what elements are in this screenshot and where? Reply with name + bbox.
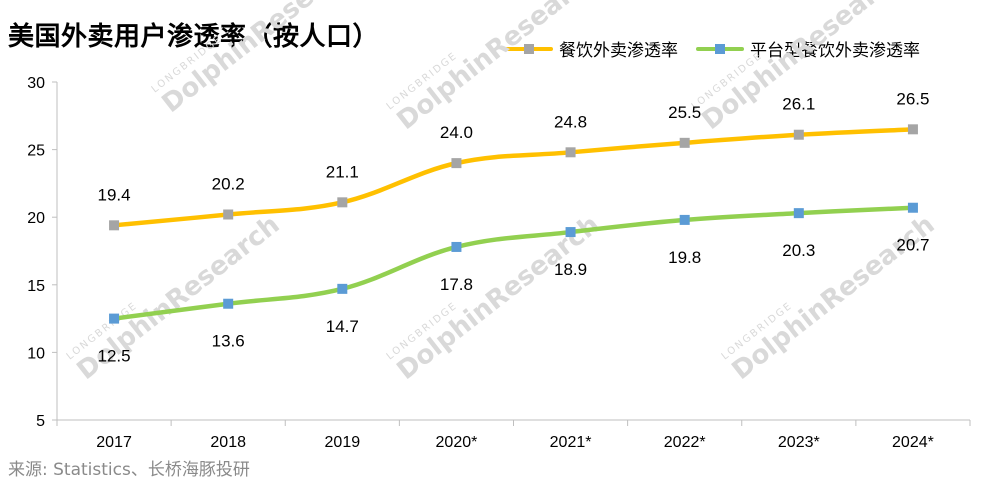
x-tick-label: 2019 <box>325 434 361 451</box>
data-label-series-2: 20.7 <box>896 236 929 255</box>
series-line-2 <box>111 205 916 321</box>
data-point-series-2 <box>565 227 576 238</box>
data-point-series-2 <box>793 208 804 219</box>
data-point-series-1 <box>907 124 918 135</box>
y-tick-label: 5 <box>36 413 45 430</box>
data-label-series-1: 25.5 <box>668 103 701 122</box>
y-tick-label: 20 <box>27 210 45 227</box>
y-tick-label: 30 <box>27 75 45 92</box>
data-point-series-1 <box>109 220 120 231</box>
legend-label-series-2: 平台型餐饮外卖渗透率 <box>750 41 920 61</box>
data-point-series-2 <box>337 283 348 294</box>
x-tick-label: 2017 <box>96 434 132 451</box>
data-label-series-2: 17.8 <box>440 275 473 294</box>
source-note: 来源: Statistics、长桥海豚投研 <box>8 460 250 480</box>
chart-title: 美国外卖用户渗透率（按人口） <box>8 22 380 52</box>
data-point-series-1 <box>223 209 234 220</box>
legend-swatch-series-1 <box>505 43 553 55</box>
y-tick-label: 10 <box>27 345 45 362</box>
x-tick-label: 2024* <box>892 434 934 451</box>
x-tick-label: 2023* <box>778 434 820 451</box>
data-point-series-2 <box>907 202 918 213</box>
legend-swatch-series-2 <box>696 43 744 55</box>
data-label-series-2: 20.3 <box>782 241 815 260</box>
data-point-series-1 <box>679 137 690 148</box>
data-point-series-1 <box>451 158 462 169</box>
data-label-series-1: 24.8 <box>554 112 587 131</box>
data-label-series-1: 26.1 <box>782 95 815 114</box>
series-line-1 <box>111 127 916 228</box>
x-tick-label: 2021* <box>550 434 592 451</box>
data-label-series-1: 24.0 <box>440 123 473 142</box>
data-label-series-2: 14.7 <box>326 317 359 336</box>
data-point-series-2 <box>679 214 690 225</box>
data-label-series-1: 21.1 <box>326 162 359 181</box>
data-label-series-2: 12.5 <box>98 347 131 366</box>
data-label-series-2: 18.9 <box>554 260 587 279</box>
data-label-series-1: 20.2 <box>212 174 245 193</box>
data-point-series-2 <box>451 241 462 252</box>
data-label-series-2: 19.8 <box>668 248 701 267</box>
legend-item-series-1: 餐饮外卖渗透率 <box>505 36 678 61</box>
data-point-series-1 <box>337 197 348 208</box>
x-tick-label: 2020* <box>436 434 478 451</box>
data-point-series-1 <box>793 129 804 140</box>
data-point-series-2 <box>109 313 120 324</box>
data-label-series-1: 26.5 <box>896 89 929 108</box>
y-tick-label: 25 <box>27 143 45 160</box>
data-point-series-1 <box>565 147 576 158</box>
x-tick-label: 2022* <box>664 434 706 451</box>
legend-label-series-1: 餐饮外卖渗透率 <box>559 41 678 61</box>
legend-item-series-2: 平台型餐饮外卖渗透率 <box>696 36 920 61</box>
data-label-series-1: 19.4 <box>98 185 131 204</box>
data-point-series-2 <box>223 298 234 309</box>
legend: 餐饮外卖渗透率 平台型餐饮外卖渗透率 <box>505 36 938 61</box>
x-tick-label: 2018 <box>210 434 246 451</box>
y-tick-label: 15 <box>27 278 45 295</box>
data-label-series-2: 13.6 <box>212 332 245 351</box>
